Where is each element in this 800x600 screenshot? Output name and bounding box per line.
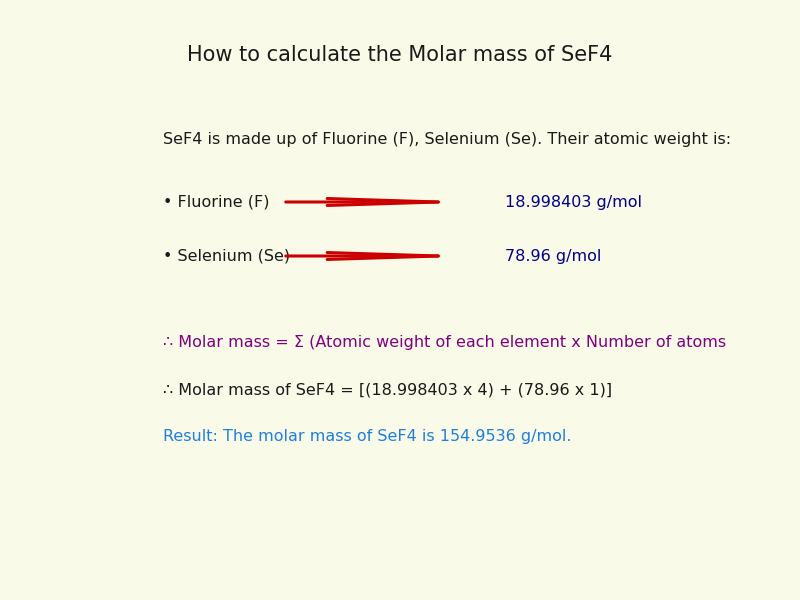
Text: SeF4 is made up of Fluorine (F), Selenium (Se). Their atomic weight is:: SeF4 is made up of Fluorine (F), Seleniu… (163, 132, 731, 147)
Text: ∴ Molar mass of SeF4 = [(18.998403 x 4) + (78.96 x 1)]: ∴ Molar mass of SeF4 = [(18.998403 x 4) … (163, 383, 612, 397)
Text: ∴ Molar mass = Σ (Atomic weight of each element x Number of atoms: ∴ Molar mass = Σ (Atomic weight of each … (163, 335, 726, 349)
Text: How to calculate the Molar mass of SeF4: How to calculate the Molar mass of SeF4 (187, 45, 613, 65)
Text: 18.998403 g/mol: 18.998403 g/mol (505, 194, 642, 209)
Text: • Fluorine (F): • Fluorine (F) (163, 194, 270, 209)
Text: 78.96 g/mol: 78.96 g/mol (505, 248, 602, 263)
Text: Result: The molar mass of SeF4 is 154.9536 g/mol.: Result: The molar mass of SeF4 is 154.95… (163, 430, 571, 445)
Text: • Selenium (Se): • Selenium (Se) (163, 248, 290, 263)
